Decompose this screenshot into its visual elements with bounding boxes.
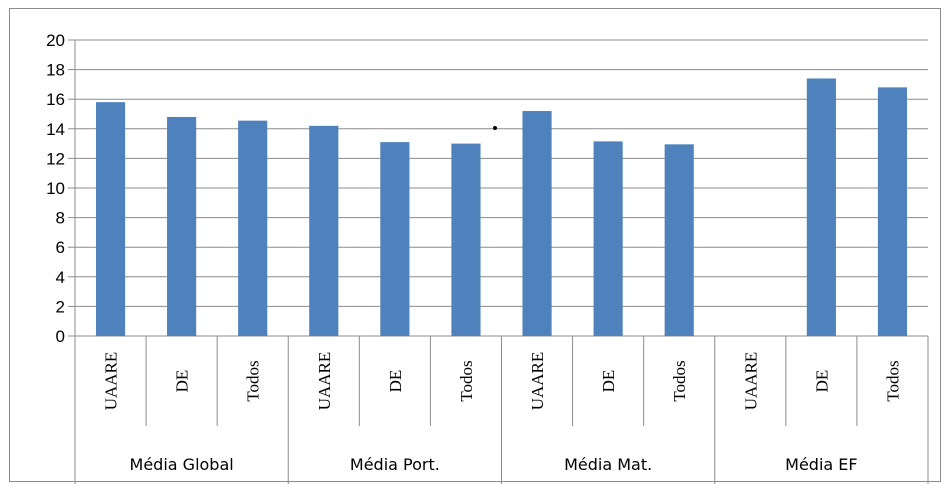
y-tick-label: 0: [56, 327, 65, 346]
category-label: Todos: [244, 360, 263, 401]
group-label: Média Mat.: [564, 455, 652, 474]
category-label: DE: [812, 370, 831, 393]
bar: [664, 144, 694, 336]
bar: [380, 142, 410, 336]
category-label: Todos: [883, 360, 902, 401]
bar: [593, 141, 623, 336]
stray-dot: [493, 126, 497, 130]
bar: [95, 102, 126, 336]
category-label: UAARE: [315, 352, 334, 411]
y-tick-label: 12: [46, 149, 65, 168]
category-label: UAARE: [741, 352, 760, 411]
y-tick-label: 16: [46, 90, 65, 109]
y-tick-label: 4: [56, 268, 65, 287]
group-label: Média Global: [130, 455, 234, 474]
category-label: DE: [173, 370, 192, 393]
y-tick-label: 2: [56, 297, 65, 316]
category-label: DE: [386, 370, 405, 393]
y-tick-label: 8: [56, 209, 65, 228]
bar: [238, 120, 268, 336]
bar: [806, 78, 836, 336]
y-tick-label: 18: [46, 61, 65, 80]
bar: [167, 116, 197, 337]
category-label: UAARE: [102, 352, 121, 411]
bar: [451, 143, 481, 336]
y-tick-label: 10: [46, 179, 65, 198]
bar: [877, 87, 908, 336]
category-label: DE: [599, 370, 618, 393]
group-label: Média EF: [785, 455, 857, 474]
category-label: Todos: [670, 360, 689, 401]
bar: [522, 111, 552, 336]
bar: [309, 125, 339, 336]
category-label: UAARE: [528, 352, 547, 411]
y-tick-label: 14: [46, 120, 65, 139]
category-label: Todos: [457, 360, 476, 401]
y-tick-label: 6: [56, 238, 65, 257]
group-label: Média Port.: [350, 455, 440, 474]
y-tick-label: 20: [46, 31, 65, 50]
